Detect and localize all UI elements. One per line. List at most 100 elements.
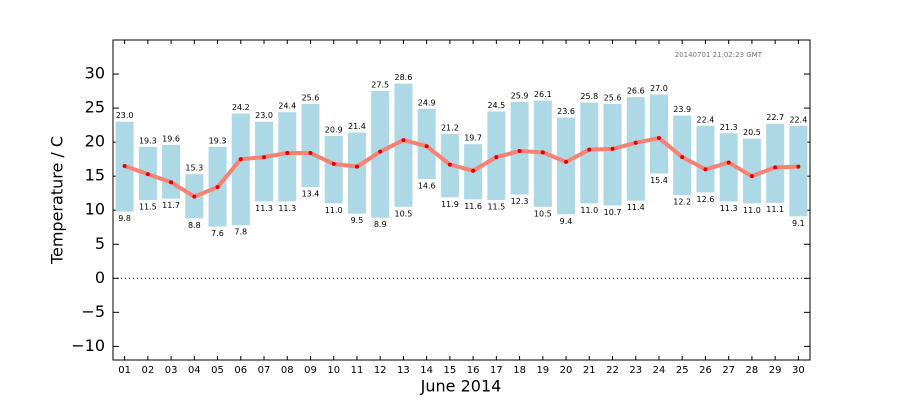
mean-point xyxy=(145,172,150,177)
high-label: 20.5 xyxy=(743,128,761,137)
high-label: 19.7 xyxy=(464,134,482,143)
range-bar xyxy=(603,104,622,206)
low-label: 8.9 xyxy=(374,220,387,229)
low-label: 9.4 xyxy=(560,217,573,226)
x-tick-label: 29 xyxy=(769,365,782,376)
high-label: 25.6 xyxy=(604,94,622,103)
x-tick-label: 04 xyxy=(188,365,201,376)
high-label: 22.7 xyxy=(766,113,784,122)
range-bar xyxy=(278,112,297,202)
high-label: 25.9 xyxy=(511,91,529,100)
range-bar xyxy=(789,125,808,217)
y-tick-label: 20 xyxy=(85,132,105,151)
mean-point xyxy=(494,155,499,160)
range-bar xyxy=(255,121,274,202)
low-label: 12.2 xyxy=(673,198,691,207)
y-tick-label: 5 xyxy=(95,234,105,253)
low-label: 9.5 xyxy=(351,216,364,225)
high-label: 23.6 xyxy=(557,107,575,116)
y-tick-label: 0 xyxy=(95,268,105,287)
low-label: 10.5 xyxy=(395,209,413,218)
mean-point xyxy=(796,164,801,169)
x-tick-label: 12 xyxy=(374,365,387,376)
low-label: 11.4 xyxy=(627,203,645,212)
low-label: 12.3 xyxy=(511,197,529,206)
high-label: 23.0 xyxy=(255,111,273,120)
high-label: 22.4 xyxy=(789,115,807,124)
low-label: 12.6 xyxy=(697,195,715,204)
high-label: 24.2 xyxy=(232,103,250,112)
mean-line xyxy=(122,136,801,199)
high-label: 21.2 xyxy=(441,123,459,132)
mean-point xyxy=(262,155,267,160)
range-bar xyxy=(649,94,668,174)
mean-point xyxy=(773,165,778,170)
low-label: 11.3 xyxy=(720,204,738,213)
y-tick-label: −5 xyxy=(81,302,105,321)
x-tick-label: 01 xyxy=(118,365,131,376)
high-label: 23.0 xyxy=(116,111,134,120)
y-tick-label: 25 xyxy=(85,98,105,117)
x-tick-label: 26 xyxy=(699,365,712,376)
high-label: 21.4 xyxy=(348,122,366,131)
range-bar xyxy=(347,132,366,214)
x-tick-label: 03 xyxy=(165,365,178,376)
plot-frame xyxy=(112,39,811,361)
range-bar xyxy=(719,133,738,202)
mean-point xyxy=(610,146,615,151)
range-bar xyxy=(324,136,343,204)
high-label: 25.6 xyxy=(302,94,320,103)
low-label: 11.9 xyxy=(441,200,459,209)
high-label: 21.3 xyxy=(720,123,738,132)
high-label: 24.5 xyxy=(487,101,505,110)
mean-point xyxy=(749,174,754,179)
range-bar xyxy=(301,104,320,188)
y-tick-label: 15 xyxy=(85,166,105,185)
high-label: 15.3 xyxy=(185,164,203,173)
x-tick-label: 19 xyxy=(536,365,549,376)
x-tick-label: 02 xyxy=(141,365,154,376)
x-tick-label: 13 xyxy=(397,365,410,376)
mean-point xyxy=(424,144,429,149)
x-tick-label: 20 xyxy=(560,365,573,376)
range-bar xyxy=(371,91,390,218)
x-tick-label: 16 xyxy=(467,365,480,376)
low-label: 11.3 xyxy=(255,204,273,213)
low-label: 10.5 xyxy=(534,209,552,218)
high-label: 26.6 xyxy=(627,87,645,96)
low-label: 9.1 xyxy=(792,219,805,228)
mean-point xyxy=(471,168,476,173)
mean-point xyxy=(354,164,359,169)
low-label: 10.7 xyxy=(604,208,622,217)
mean-point xyxy=(587,147,592,152)
range-bar xyxy=(580,102,599,204)
low-label: 11.0 xyxy=(325,206,343,215)
mean-point xyxy=(215,185,220,190)
mean-point xyxy=(378,149,383,154)
x-tick-label: 21 xyxy=(583,365,596,376)
high-label: 22.4 xyxy=(697,115,715,124)
low-label: 8.8 xyxy=(188,221,201,230)
x-tick-label: 28 xyxy=(746,365,759,376)
range-bar xyxy=(510,101,529,195)
low-label: 7.6 xyxy=(211,229,224,238)
high-label: 27.0 xyxy=(650,84,668,93)
x-tick-label: 06 xyxy=(234,365,247,376)
low-label: 14.6 xyxy=(418,181,436,190)
x-tick-label: 22 xyxy=(606,365,619,376)
x-tick-label: 30 xyxy=(792,365,805,376)
x-tick-label: 08 xyxy=(281,365,294,376)
x-tick-label: 18 xyxy=(513,365,526,376)
x-tick-label: 07 xyxy=(258,365,271,376)
x-tick-label: 27 xyxy=(722,365,735,376)
x-tick-label: 17 xyxy=(490,365,503,376)
high-label: 20.9 xyxy=(325,126,343,135)
mean-point xyxy=(285,151,290,156)
mean-point xyxy=(564,159,569,164)
x-tick-label: 14 xyxy=(420,365,433,376)
low-label: 11.0 xyxy=(580,206,598,215)
low-label: 11.3 xyxy=(278,204,296,213)
range-bar xyxy=(394,83,413,207)
x-tick-label: 25 xyxy=(676,365,689,376)
